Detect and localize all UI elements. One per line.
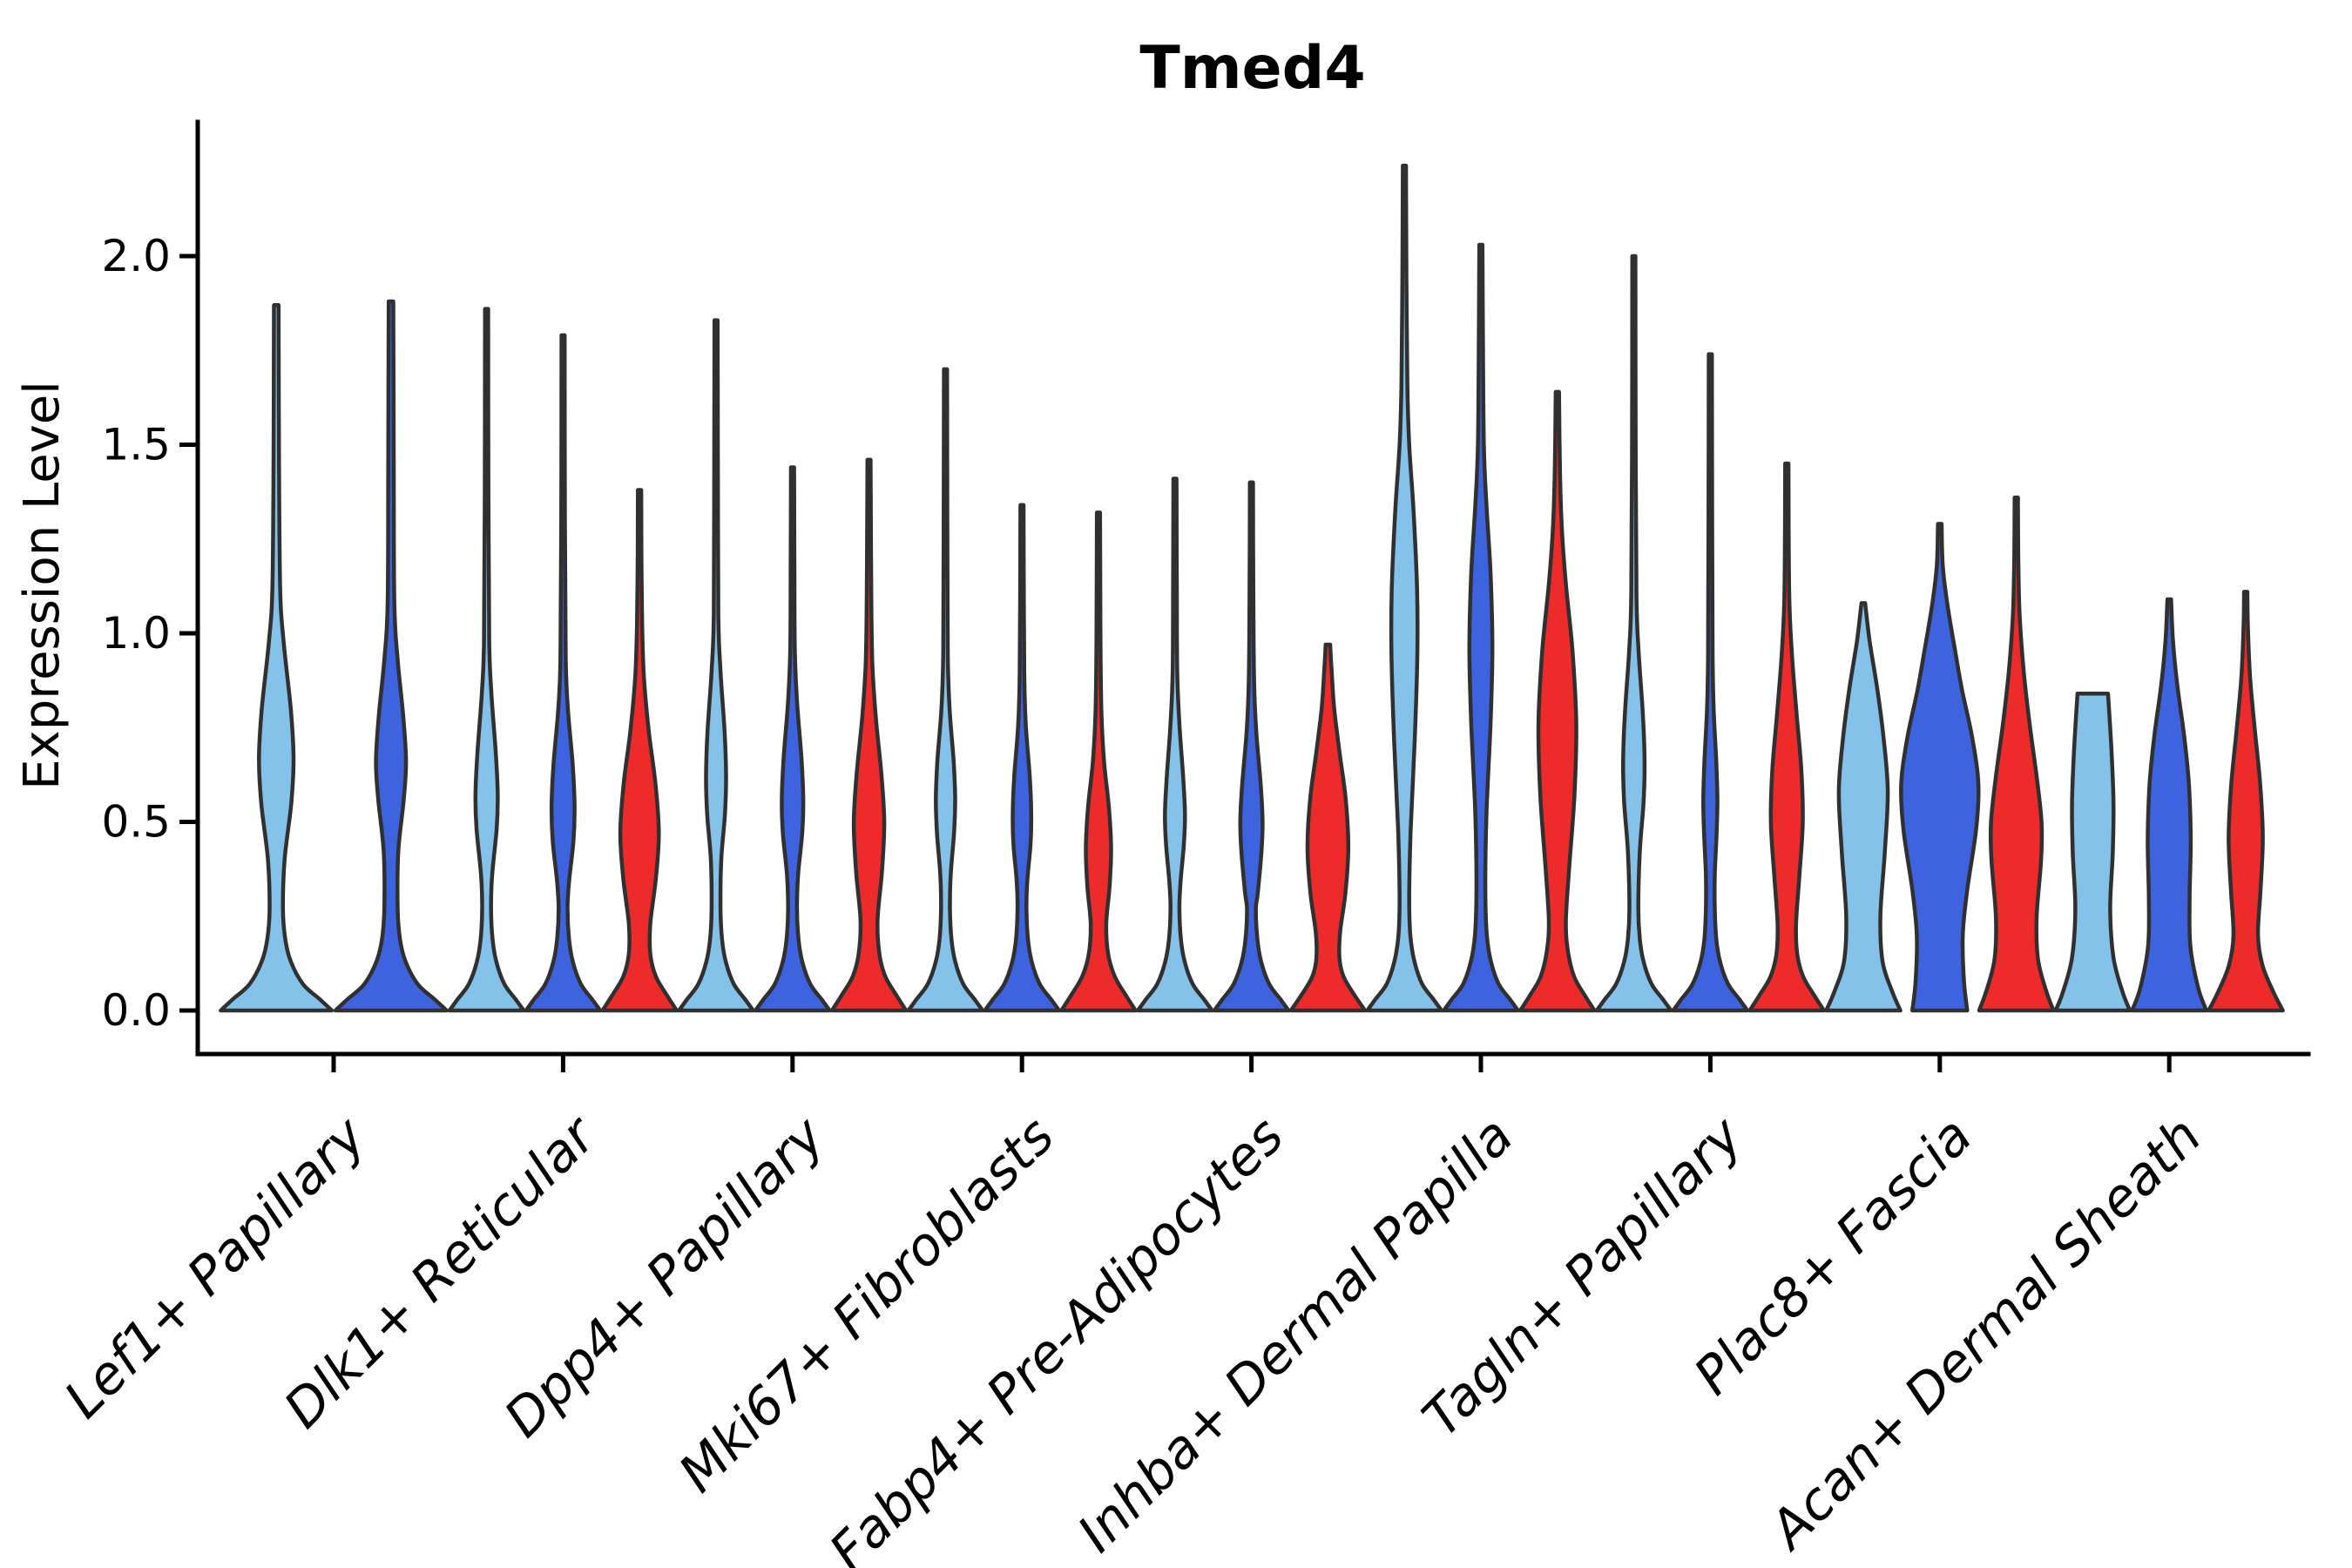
violin-shape: [1135, 476, 1214, 1013]
violin-shape: [1899, 522, 1981, 1013]
violin-shape: [2207, 590, 2285, 1013]
violin-shape: [2130, 597, 2209, 1013]
violin-shape: [2053, 692, 2132, 1013]
x-tick-label: Inhba+ Dermal Papilla: [1066, 1105, 1524, 1564]
violin-shape: [677, 318, 755, 1013]
violin-shape: [1594, 253, 1673, 1013]
violin-shape: [1442, 242, 1520, 1013]
y-tick-label: 2.0: [101, 231, 171, 281]
y-axis-ticks: 0.0 0.5 1.0 1.5 2.0: [101, 231, 198, 1036]
y-tick-label: 0.0: [101, 985, 171, 1036]
violin-shape: [1824, 601, 1903, 1013]
violin-shape: [906, 367, 985, 1013]
violin-shape: [1671, 352, 1750, 1013]
violin-shape: [600, 488, 679, 1013]
violins-group: [219, 163, 2285, 1013]
violin-shape: [524, 333, 603, 1013]
violin-shape: [447, 307, 526, 1013]
y-tick-label: 1.0: [101, 608, 171, 659]
violin-shape: [1059, 510, 1138, 1013]
violin-shape: [983, 503, 1062, 1013]
violin-shape: [1747, 461, 1827, 1013]
violin-shape: [333, 299, 449, 1013]
violin-shape: [1517, 389, 1597, 1013]
violin-shape: [1288, 642, 1368, 1013]
y-tick-label: 0.5: [101, 797, 171, 848]
y-axis-label: Expression Level: [14, 381, 71, 790]
violin-shape: [1365, 163, 1444, 1013]
violin-shape: [753, 465, 832, 1013]
x-tick-label: Acan+ Dermal Sheath: [1756, 1105, 2213, 1563]
y-tick-label: 1.5: [101, 420, 171, 470]
x-tick-label: Fabp4+ Pre-Adipocytes: [818, 1105, 1295, 1568]
violin-shape: [219, 303, 335, 1013]
violin-shape: [829, 457, 909, 1013]
x-tick-label: Mki67+ Fibroblasts: [667, 1105, 1066, 1504]
plot-title: Tmed4: [1139, 34, 1365, 103]
violin-shape: [1212, 480, 1291, 1013]
violin-shape: [1977, 495, 2056, 1013]
